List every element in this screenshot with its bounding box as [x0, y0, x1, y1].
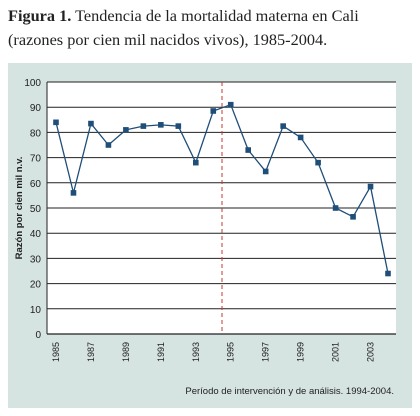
data-point [158, 122, 164, 128]
x-tick-label: 1999 [296, 342, 306, 362]
data-point [332, 205, 339, 211]
data-point [367, 183, 374, 190]
x-tick-label: 1997 [261, 342, 271, 362]
data-point [88, 120, 94, 127]
y-tick-label: 100 [24, 78, 41, 89]
data-point [315, 159, 321, 166]
x-tick-label: 2003 [366, 342, 376, 362]
y-tick-label: 30 [30, 254, 42, 265]
y-tick-label: 20 [30, 280, 42, 291]
data-point [385, 270, 391, 277]
y-axis-label: Razón por cien mil n.v. [14, 157, 25, 260]
x-tick-label: 1995 [226, 342, 236, 362]
x-tick-label: 1985 [51, 342, 61, 362]
y-tick-label: 10 [30, 305, 42, 316]
data-point [245, 147, 252, 153]
series-line [55, 103, 389, 274]
x-tick-label: 1987 [86, 342, 96, 362]
y-tick-label: 70 [30, 154, 42, 165]
y-tick-label: 60 [30, 179, 42, 190]
data-point [105, 142, 112, 148]
x-tick-label: 2001 [331, 342, 341, 362]
data-point [280, 123, 286, 129]
data-point [297, 134, 304, 141]
x-tick-label: 1993 [191, 342, 201, 362]
data-point [123, 127, 129, 133]
chart-note: Período de intervención y de análisis. 1… [185, 386, 394, 397]
y-tick-label: 0 [35, 330, 41, 341]
figure-label: Figura 1. [8, 6, 72, 25]
data-point [53, 119, 59, 126]
figure-caption: Figura 1. Tendencia de la mortalidad mat… [8, 4, 412, 52]
data-point [140, 123, 147, 129]
data-point [70, 190, 77, 196]
y-tick-label: 90 [30, 103, 42, 114]
figure-caption-text: Tendencia de la mortalidad materna en Ca… [8, 6, 359, 49]
y-tick-label: 50 [30, 204, 42, 215]
data-point [227, 101, 234, 108]
data-point [262, 168, 269, 175]
data-point [175, 123, 182, 129]
data-point [192, 159, 199, 166]
data-point [210, 108, 217, 114]
x-tick-label: 1991 [156, 342, 166, 362]
y-tick-label: 80 [30, 128, 42, 139]
y-tick-label: 40 [30, 229, 42, 240]
x-tick-label: 1989 [121, 342, 131, 362]
data-point [350, 214, 356, 220]
